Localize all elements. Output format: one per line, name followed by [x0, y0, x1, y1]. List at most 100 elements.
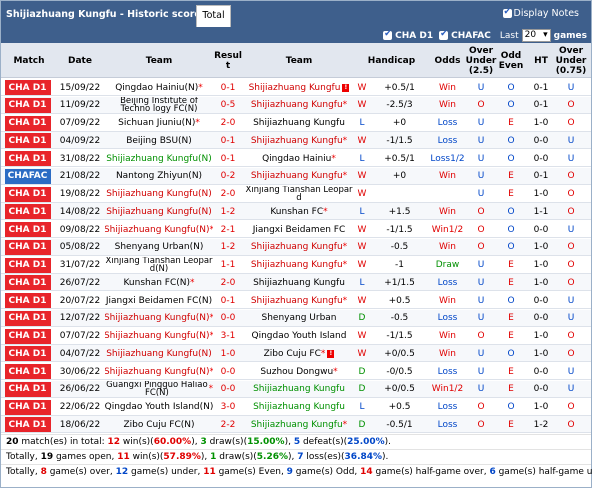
result-letter: W	[357, 295, 367, 306]
table-row[interactable]: CHA D1 31/08/22 Shijiazhuang Kungfu(N) 0-1 Q…	[1, 150, 591, 167]
result-letter: W	[357, 171, 367, 182]
cha-d1-checkbox[interactable]	[383, 29, 393, 40]
home-team[interactable]: Nantong Zhiyun(N)	[105, 168, 213, 185]
home-team[interactable]: Kunshan FC(N) *	[105, 274, 213, 291]
league-badge[interactable]: CHA D1	[4, 328, 51, 344]
col-match: Match	[13, 55, 45, 66]
away-team[interactable]: Shijiazhuang Kungfu *	[244, 239, 354, 256]
league-badge[interactable]: CHA D1	[4, 293, 51, 308]
league-cell: CHA D1	[1, 363, 54, 380]
home-team[interactable]: Shenyang Urban(N)	[105, 239, 213, 256]
league-badge[interactable]: CHA D1	[4, 204, 51, 220]
table-row[interactable]: CHA D1 31/07/22 Xinjiang Tianshan Leopar d…	[1, 257, 591, 274]
home-team[interactable]: Shijiazhuang Kungfu(N)	[105, 345, 213, 362]
away-team[interactable]: Shijiazhuang Kungfu	[244, 399, 354, 416]
display-notes-toggle[interactable]: Display Notes	[502, 7, 579, 19]
league-badge[interactable]: CHA D1	[4, 115, 51, 131]
away-team[interactable]: Shijiazhuang Kungfu *	[244, 97, 354, 114]
home-team[interactable]: Xinjiang Tianshan Leopar d(N)	[105, 257, 213, 274]
away-team[interactable]: Qingdao Hainiu *	[244, 150, 354, 167]
league-badge[interactable]: CHA D1	[4, 381, 51, 397]
away-team[interactable]: Kunshan FC *	[244, 203, 354, 220]
last-games-select[interactable]: 20	[521, 29, 551, 42]
match-date: 22/06/22	[59, 402, 101, 412]
league-badge[interactable]: CHA D1	[4, 239, 51, 255]
table-row[interactable]: CHA D1 26/06/22 Guangxi Pingguo Haliao FC(…	[1, 380, 591, 398]
table-row[interactable]: CHA D1 05/08/22 Shenyang Urban(N) 1-2 Shijia…	[1, 238, 591, 256]
table-row[interactable]: CHA D1 19/08/22 Shijiazhuang Kungfu(N) 2-0 X…	[1, 186, 591, 203]
league-badge[interactable]: CHA D1	[4, 80, 51, 95]
league-badge[interactable]: CHA D1	[4, 257, 51, 273]
away-team[interactable]: Qingdao Youth Island	[244, 328, 354, 345]
away-team[interactable]: Shenyang Urban	[244, 310, 354, 327]
away-team-name: Shijiazhuang Kungfu	[250, 419, 343, 430]
table-row[interactable]: CHA D1 18/06/22 Zibo Cuju FC(N) 2-2 Shijiazh…	[1, 416, 591, 434]
league-badge[interactable]: CHA D1	[4, 364, 51, 379]
league-badge[interactable]: CHA D1	[4, 133, 51, 149]
home-team[interactable]: Guangxi Pingguo Haliao FC(N) *	[105, 381, 213, 398]
table-row[interactable]: CHA D1 07/09/22 Sichuan Jiuniu(N) * 2-0 Shiji…	[1, 115, 591, 132]
table-row[interactable]: CHA D1 20/07/22 Jiangxi Beidamen FC(N) 0-1 S…	[1, 292, 591, 309]
away-team[interactable]: Shijiazhuang Kungfu *	[244, 168, 354, 185]
home-team[interactable]: Shijiazhuang Kungfu(N)*	[105, 310, 213, 327]
home-team[interactable]: Sichuan Jiuniu(N) *	[105, 115, 213, 132]
table-row[interactable]: CHA D1 07/07/22 Shijiazhuang Kungfu(N)* 3-1…	[1, 328, 591, 345]
away-team[interactable]: Shijiazhuang Kungfu	[244, 381, 354, 398]
home-team[interactable]: Shijiazhuang Kungfu(N)	[105, 150, 213, 167]
away-team[interactable]: Shijiazhuang Kungfu *	[244, 416, 354, 433]
league-badge[interactable]: CHA D1	[4, 275, 51, 291]
summary-text: Totally,	[6, 452, 41, 462]
away-team[interactable]: Jiangxi Beidamen FC	[244, 221, 354, 238]
away-team[interactable]: Xinjiang Tianshan Leopar d	[244, 186, 354, 203]
table-row[interactable]: CHA D1 22/06/22 Qingdao Youth Island(N) 3-0…	[1, 399, 591, 416]
handicap-value: -1/1.5	[386, 224, 413, 235]
away-team[interactable]: Zibo Cuju FC *!	[244, 345, 354, 362]
home-team[interactable]: Qingdao Youth Island(N)	[105, 399, 213, 416]
league-badge[interactable]: CHA D1	[4, 151, 51, 166]
table-row[interactable]: CHA D1 12/07/22 Shijiazhuang Kungfu(N)* 0-0…	[1, 309, 591, 327]
table-row[interactable]: CHA D1 26/07/22 Kunshan FC(N) * 2-0 Shijiazhu…	[1, 274, 591, 292]
league-badge[interactable]: CHA D1	[4, 417, 51, 433]
checkbox-icon[interactable]	[502, 7, 512, 18]
away-team[interactable]: Shijiazhuang Kungfu!	[244, 79, 354, 96]
league-badge[interactable]: CHA D1	[4, 399, 51, 415]
league-badge[interactable]: CHA D1	[4, 222, 51, 237]
home-team[interactable]: Zibo Cuju FC(N)	[105, 416, 213, 433]
away-team[interactable]: Shijiazhuang Kungfu *	[244, 257, 354, 274]
home-team[interactable]: Shijiazhuang Kungfu(N)*	[105, 363, 213, 380]
home-team[interactable]: Shijiazhuang Kungfu(N)	[105, 186, 213, 203]
home-team[interactable]: Beijing Institute of Techno logy FC(N)	[105, 97, 213, 114]
home-team[interactable]: Shijiazhuang Kungfu(N)	[105, 203, 213, 220]
home-team[interactable]: Shijiazhuang Kungfu(N)*	[105, 328, 213, 345]
table-row[interactable]: CHA D1 04/09/22 Beijing BSU(N) 0-1 Shijiazhu…	[1, 132, 591, 150]
league-badge[interactable]: CHAFAC	[4, 168, 51, 184]
table-row[interactable]: CHA D1 15/09/22 Qingdao Hainiu(N) * 0-1 Shiji…	[1, 79, 591, 96]
table-row[interactable]: CHA D1 09/08/22 Shijiazhuang Kungfu(N)* 2-1…	[1, 221, 591, 238]
away-team[interactable]: Shijiazhuang Kungfu	[244, 274, 354, 291]
away-team[interactable]: Shijiazhuang Kungfu	[244, 115, 354, 132]
table-row[interactable]: CHA D1 04/07/22 Shijiazhuang Kungfu(N) 1-0 Z…	[1, 345, 591, 363]
league-badge[interactable]: CHA D1	[4, 186, 51, 202]
away-team-name: Shijiazhuang Kungfu	[253, 402, 345, 412]
home-team[interactable]: Beijing BSU(N)	[105, 132, 213, 149]
table-row[interactable]: CHAFAC 21/08/22 Nantong Zhiyun(N) 0-2 Shijia…	[1, 167, 591, 185]
table-row[interactable]: CHA D1 11/09/22 Beijing Institute of Techn…	[1, 96, 591, 114]
league-badge[interactable]: CHA D1	[4, 310, 51, 326]
result-letter: D	[358, 384, 366, 395]
summary-text: ),	[288, 452, 298, 462]
away-team[interactable]: Shijiazhuang Kungfu *	[244, 132, 354, 149]
away-team[interactable]: Shijiazhuang Kungfu *	[244, 292, 354, 309]
away-team[interactable]: Suzhou Dongwu *	[244, 363, 354, 380]
home-team[interactable]: Qingdao Hainiu(N) *	[105, 79, 213, 96]
league-badge[interactable]: CHA D1	[4, 97, 51, 113]
chafac-checkbox[interactable]	[439, 29, 449, 40]
over-under-value: U	[477, 82, 485, 93]
home-team[interactable]: Jiangxi Beidamen FC(N)	[105, 292, 213, 309]
over-under-075-value: U	[567, 153, 575, 164]
home-team[interactable]: Shijiazhuang Kungfu(N)*	[105, 221, 213, 238]
league-badge[interactable]: CHA D1	[4, 346, 51, 362]
tab-total[interactable]: Total	[196, 5, 231, 27]
handicap-value: +1.5	[388, 206, 411, 217]
table-row[interactable]: CHA D1 14/08/22 Shijiazhuang Kungfu(N) 1-2 K…	[1, 203, 591, 221]
